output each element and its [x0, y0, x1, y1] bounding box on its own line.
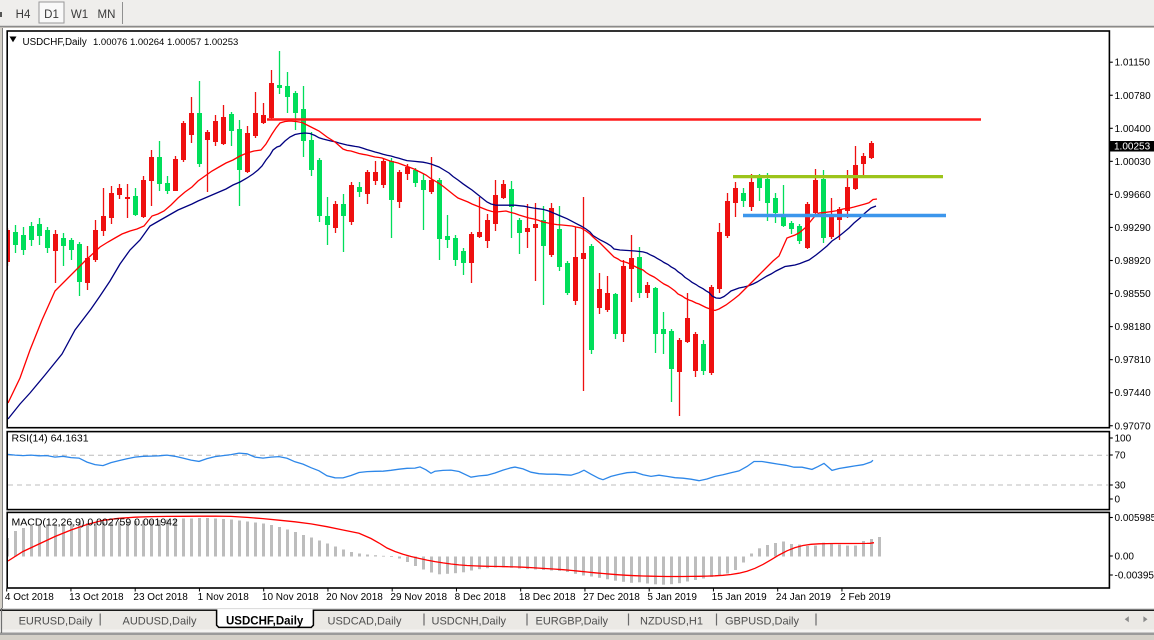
- svg-text:0.99290: 0.99290: [1115, 223, 1152, 234]
- svg-text:0.97440: 0.97440: [1115, 388, 1152, 399]
- svg-text:13 Oct 2018: 13 Oct 2018: [69, 592, 124, 603]
- svg-text:1.00076 1.00264 1.00057 1.0025: 1.00076 1.00264 1.00057 1.00253: [93, 37, 238, 48]
- svg-text:100: 100: [1115, 434, 1132, 445]
- svg-text:MACD(12,26,9) 0.002759 0.00194: MACD(12,26,9) 0.002759 0.001942: [12, 517, 179, 529]
- svg-text:USDCHF,Daily: USDCHF,Daily: [23, 37, 87, 48]
- svg-text:23 Oct 2018: 23 Oct 2018: [133, 592, 188, 603]
- svg-text:20 Nov 2018: 20 Nov 2018: [326, 592, 383, 603]
- svg-text:1.00030: 1.00030: [1115, 157, 1152, 168]
- svg-text:GBPUSD,Daily: GBPUSD,Daily: [725, 616, 799, 628]
- svg-text:8 Dec 2018: 8 Dec 2018: [455, 592, 507, 603]
- svg-text:USDCNH,Daily: USDCNH,Daily: [432, 616, 507, 628]
- svg-text:0.005985: 0.005985: [1115, 513, 1154, 524]
- svg-text:D1: D1: [44, 9, 59, 21]
- svg-text:29 Nov 2018: 29 Nov 2018: [390, 592, 447, 603]
- svg-text:USDCHF,Daily: USDCHF,Daily: [226, 616, 304, 628]
- svg-text:MN: MN: [98, 9, 116, 21]
- svg-text:RSI(14) 64.1631: RSI(14) 64.1631: [12, 433, 89, 445]
- svg-text:1.00400: 1.00400: [1115, 124, 1152, 135]
- svg-text:24 Jan 2019: 24 Jan 2019: [776, 592, 831, 603]
- svg-text:1 Nov 2018: 1 Nov 2018: [198, 592, 250, 603]
- svg-text:30: 30: [1115, 481, 1127, 492]
- svg-text:1.00253: 1.00253: [1114, 142, 1151, 153]
- svg-text:1.00780: 1.00780: [1115, 91, 1152, 102]
- svg-text:W1: W1: [71, 9, 88, 21]
- svg-text:EURUSD,Daily: EURUSD,Daily: [19, 616, 93, 628]
- svg-text:USDCAD,Daily: USDCAD,Daily: [328, 616, 402, 628]
- svg-text:-0.003954: -0.003954: [1115, 571, 1154, 582]
- svg-text:0.00: 0.00: [1115, 552, 1135, 563]
- svg-text:EURGBP,Daily: EURGBP,Daily: [536, 616, 609, 628]
- svg-text:1.01150: 1.01150: [1115, 58, 1151, 69]
- svg-text:0: 0: [1115, 495, 1121, 506]
- svg-text:2 Feb 2019: 2 Feb 2019: [840, 592, 891, 603]
- svg-text:15 Jan 2019: 15 Jan 2019: [712, 592, 767, 603]
- svg-text:AUDUSD,Daily: AUDUSD,Daily: [123, 616, 197, 628]
- svg-text:4 Oct 2018: 4 Oct 2018: [5, 592, 54, 603]
- svg-text:10 Nov 2018: 10 Nov 2018: [262, 592, 319, 603]
- svg-text:0.97070: 0.97070: [1115, 421, 1152, 432]
- svg-text:0.98920: 0.98920: [1115, 256, 1152, 267]
- svg-text:H4: H4: [16, 9, 31, 21]
- svg-text:NZDUSD,H1: NZDUSD,H1: [640, 616, 703, 628]
- svg-text:70: 70: [1115, 451, 1127, 462]
- svg-text:18 Dec 2018: 18 Dec 2018: [519, 592, 576, 603]
- svg-text:27 Dec 2018: 27 Dec 2018: [583, 592, 640, 603]
- svg-text:0.97810: 0.97810: [1115, 355, 1152, 366]
- svg-text:0.98180: 0.98180: [1115, 322, 1152, 333]
- svg-text:0.98550: 0.98550: [1115, 289, 1152, 300]
- svg-text:0.99660: 0.99660: [1115, 190, 1152, 201]
- svg-text:5 Jan 2019: 5 Jan 2019: [647, 592, 697, 603]
